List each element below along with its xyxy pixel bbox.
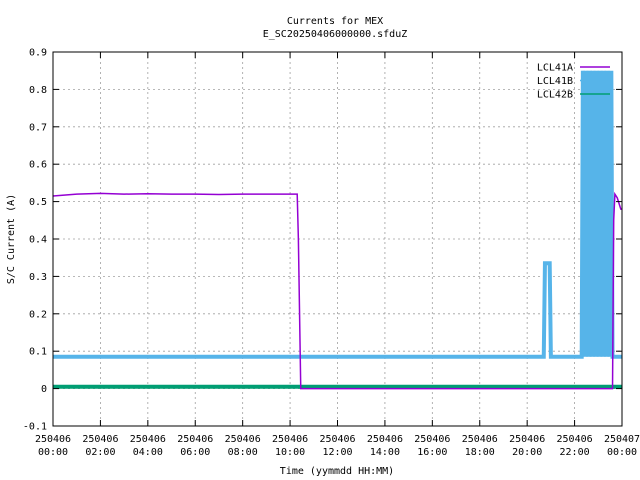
y-tick-label: 0.4 [29,235,47,246]
y-axis-label: S/C Current (A) [6,194,17,284]
x-tick-label-time: 06:00 [180,447,210,458]
x-tick-label-date: 250406 [82,434,118,445]
y-tick-label: 0.7 [29,122,47,133]
x-tick-label-time: 18:00 [465,447,495,458]
y-tick-label: 0.8 [29,85,47,96]
x-tick-label-date: 250406 [35,434,71,445]
x-tick-label-time: 10:00 [275,447,305,458]
x-tick-label-time: 22:00 [560,447,590,458]
x-tick-label-date: 250406 [319,434,355,445]
grid [53,52,622,426]
x-tick-label-date: 250406 [225,434,261,445]
x-tick-label-time: 04:00 [133,447,163,458]
x-tick-label-date: 250406 [367,434,403,445]
x-tick-label-time: 08:00 [228,447,258,458]
ticks [52,51,623,427]
series-line-lcl41b [53,70,622,359]
legend-label: LCL41A [537,63,573,74]
x-tick-label-time: 02:00 [85,447,115,458]
legend: LCL41A LCL41B LCL42B [537,63,610,101]
legend-label: LCL42B [537,90,573,101]
x-tick-label-time: 00:00 [607,447,637,458]
y-tick-label: 0.6 [29,160,47,171]
series-line-lcl41a [52,191,622,390]
y-tick-label: 0.1 [29,347,47,358]
y-tick-label: 0.9 [29,48,47,59]
series-layer [52,70,622,390]
x-tick-label-date: 250407 [604,434,640,445]
x-tick-label-date: 250406 [414,434,450,445]
x-axis-label: Time (yymmdd HH:MM) [280,466,394,477]
x-tick-label-date: 250406 [462,434,498,445]
chart-title: Currents for MEX [287,16,383,27]
x-tick-label-time: 00:00 [38,447,68,458]
y-tick-label: 0.3 [29,272,47,283]
x-tick-label-date: 250406 [272,434,308,445]
y-tick-label: 0 [41,384,47,395]
x-tick-label-time: 16:00 [417,447,447,458]
x-tick-label-date: 250406 [509,434,545,445]
y-tick-labels: -0.1 0 0.1 0.2 0.3 0.4 0.5 0.6 0.7 0.8 0.9 [23,48,47,433]
y-tick-label: -0.1 [23,422,47,433]
y-tick-label: 0.5 [29,197,47,208]
x-tick-label-time: 12:00 [322,447,352,458]
x-tick-label-date: 250406 [130,434,166,445]
x-tick-label-date: 250406 [557,434,593,445]
x-tick-labels: 250406 00:00 250406 02:00 250406 04:00 250406 0… [35,434,640,458]
legend-label: LCL41B [537,76,573,87]
y-tick-label: 0.2 [29,309,47,320]
chart-subtitle: E_SC20250406000000.sfduZ [263,29,408,40]
x-tick-label-date: 250406 [177,434,213,445]
x-tick-label-time: 20:00 [512,447,542,458]
x-tick-label-time: 14:00 [370,447,400,458]
